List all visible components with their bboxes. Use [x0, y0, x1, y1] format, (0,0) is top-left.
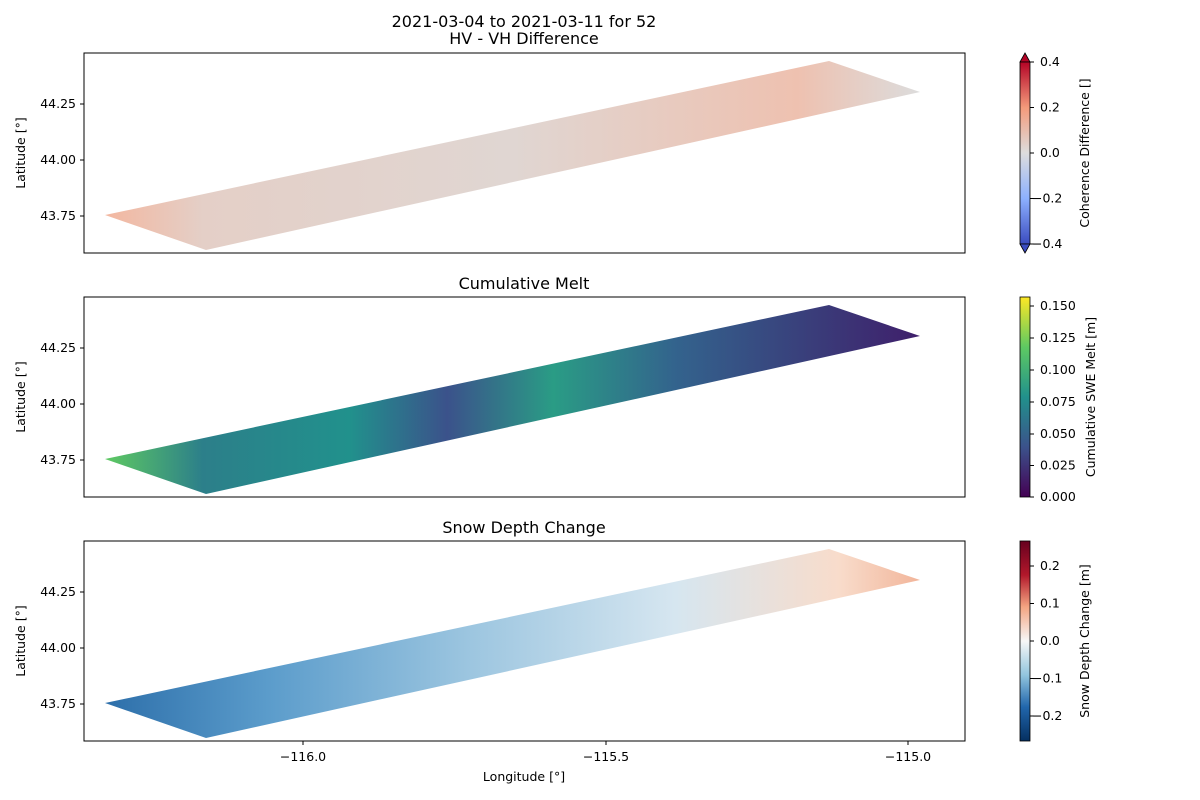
colorbar-tick-label: 0.100: [1040, 362, 1076, 377]
x-axis: −116.0 −115.5 −115.0 Longitude [°]: [280, 741, 931, 784]
colorbar-tick-label: 0.1: [1040, 596, 1060, 611]
y-axis-label: Latitude [°]: [13, 361, 28, 432]
colorbar: 0.2 0.1 0.0 −0.1 −0.2 Snow Depth Change …: [1019, 540, 1092, 742]
panel-title: Cumulative Melt: [459, 274, 590, 293]
x-tick-label: −115.0: [885, 749, 931, 764]
plot-frame: [83, 296, 966, 498]
y-axis: 44.25 44.00 43.75 Latitude [°]: [13, 96, 84, 223]
colorbar-tick-label: 0.2: [1040, 100, 1060, 115]
colorbar-tick-label: −0.2: [1032, 191, 1062, 206]
y-axis-label: Latitude [°]: [13, 117, 28, 188]
colorbar-tick-label: 0.2: [1040, 558, 1060, 573]
colorbar-tick-label: −0.2: [1032, 708, 1062, 723]
swath-raster: [105, 305, 920, 494]
figure-suptitle: 2021-03-04 to 2021-03-11 for 52: [392, 12, 657, 31]
y-tick-label: 43.75: [40, 208, 76, 223]
swath-raster: [105, 549, 920, 738]
colorbar-tick-label: 0.125: [1040, 330, 1076, 345]
plot-frame: [83, 540, 966, 742]
y-tick-label: 44.25: [40, 340, 76, 355]
colorbar-tick-label: 0.025: [1040, 458, 1076, 473]
colorbar-tick-label: −0.4: [1032, 236, 1062, 251]
x-axis-label: Longitude [°]: [483, 769, 565, 784]
y-axis: 44.25 44.00 43.75 Latitude [°]: [13, 584, 84, 711]
y-tick-label: 44.25: [40, 96, 76, 111]
y-tick-label: 44.00: [40, 640, 76, 655]
colorbar-tick-label: 0.0: [1040, 145, 1060, 160]
swath-raster: [105, 61, 920, 250]
panel-snow-depth-change: 44.25 44.00 43.75 Latitude [°] −116.0 −1…: [13, 540, 1092, 784]
colorbar-tick-label: −0.1: [1032, 671, 1062, 686]
y-tick-label: 44.00: [40, 396, 76, 411]
x-tick-label: −115.5: [583, 749, 629, 764]
colorbar-tick-label: 0.075: [1040, 394, 1076, 409]
colorbar-label: Cumulative SWE Melt [m]: [1083, 317, 1098, 477]
colorbar-label: Coherence Difference []: [1077, 78, 1092, 227]
colorbar-tick-label: 0.0: [1040, 633, 1060, 648]
plot-frame: [83, 52, 966, 254]
y-axis-label: Latitude [°]: [13, 605, 28, 676]
y-axis: 44.25 44.00 43.75 Latitude [°]: [13, 340, 84, 467]
colorbar-tick-label: 0.4: [1040, 54, 1060, 69]
colorbar: 0.4 0.2 0.0 −0.2 −0.4 Coherence Differen…: [1019, 52, 1092, 254]
y-tick-label: 44.00: [40, 152, 76, 167]
y-tick-label: 44.25: [40, 584, 76, 599]
panel-title: Snow Depth Change: [442, 518, 605, 537]
colorbar-tick-label: 0.000: [1040, 489, 1076, 504]
colorbar-tick-label: 0.050: [1040, 426, 1076, 441]
panel-cumulative-melt: 44.25 44.00 43.75 Latitude [°] 0.150 0.1…: [13, 296, 1098, 504]
colorbar-label: Snow Depth Change [m]: [1077, 564, 1092, 718]
panel-title: HV - VH Difference: [449, 29, 598, 48]
y-tick-label: 43.75: [40, 696, 76, 711]
colorbar: 0.150 0.125 0.100 0.075 0.050 0.025 0.00…: [1019, 296, 1098, 504]
panel-hv-vh-difference: 44.25 44.00 43.75 Latitude [°] 0.4 0.2 0…: [13, 52, 1092, 254]
x-tick-label: −116.0: [280, 749, 326, 764]
y-tick-label: 43.75: [40, 452, 76, 467]
colorbar-tick-label: 0.150: [1040, 298, 1076, 313]
